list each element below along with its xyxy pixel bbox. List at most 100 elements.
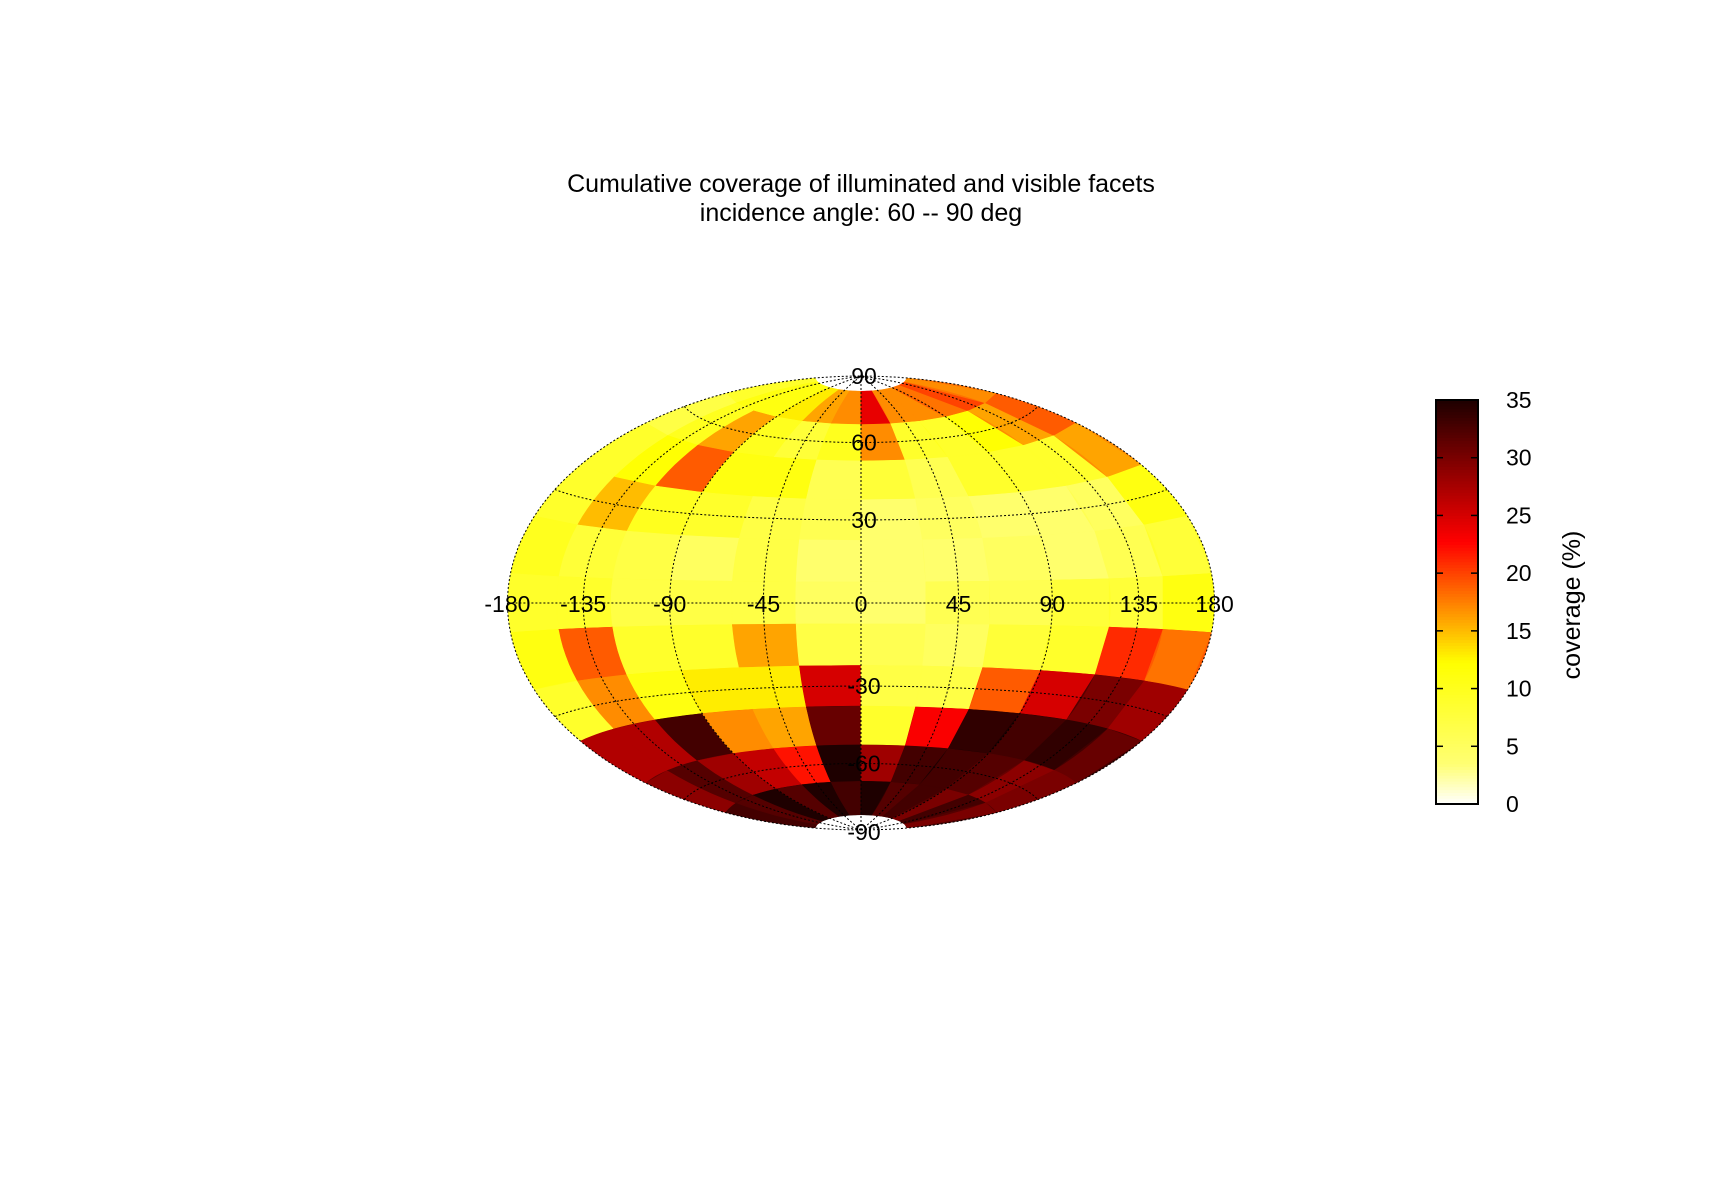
colorbar-swatch bbox=[1436, 679, 1478, 684]
parallel-line bbox=[554, 489, 1168, 521]
colorbar-swatch bbox=[1436, 431, 1478, 436]
colorbar-swatch bbox=[1436, 596, 1478, 600]
colorbar-swatch bbox=[1436, 763, 1478, 768]
colorbar-swatch bbox=[1436, 651, 1478, 655]
colorbar-swatch bbox=[1436, 772, 1478, 776]
colorbar-swatch bbox=[1436, 515, 1478, 519]
colorbar-swatch bbox=[1436, 648, 1478, 652]
colorbar-swatch bbox=[1436, 720, 1478, 724]
colorbar-swatch bbox=[1436, 625, 1478, 629]
colorbar-tick-label: 30 bbox=[1506, 445, 1532, 471]
colorbar-swatch bbox=[1436, 555, 1478, 560]
colorbar-swatch bbox=[1436, 760, 1478, 765]
colorbar-swatch bbox=[1436, 503, 1478, 508]
colorbar-swatch bbox=[1436, 446, 1478, 450]
colorbar-swatch bbox=[1436, 408, 1478, 413]
colorbar-ramp bbox=[1436, 400, 1478, 805]
colorbar-swatch bbox=[1436, 694, 1478, 698]
colorbar-swatch bbox=[1436, 475, 1478, 479]
colorbar-tick-label: 25 bbox=[1506, 502, 1532, 528]
colorbar-swatch bbox=[1436, 775, 1478, 779]
map-cell bbox=[871, 781, 921, 817]
colorbar-swatch bbox=[1436, 734, 1478, 739]
colorbar-swatch bbox=[1436, 472, 1478, 476]
colorbar-swatch bbox=[1436, 740, 1478, 744]
colorbar-swatch bbox=[1436, 665, 1478, 669]
colorbar-swatch bbox=[1436, 495, 1478, 499]
colorbar-swatch bbox=[1436, 671, 1478, 675]
colorbar-swatch bbox=[1436, 616, 1478, 620]
lon-tick-label: -45 bbox=[747, 591, 780, 617]
colorbar-tick-label: 10 bbox=[1506, 676, 1532, 702]
colorbar-swatch bbox=[1436, 417, 1478, 421]
colorbar-swatch bbox=[1436, 607, 1478, 612]
colorbar-swatch bbox=[1436, 677, 1478, 681]
colorbar-swatch bbox=[1436, 564, 1478, 568]
colorbar-swatch bbox=[1436, 674, 1478, 678]
colorbar-swatch bbox=[1436, 538, 1478, 542]
colorbar-swatch bbox=[1436, 604, 1478, 609]
colorbar-swatch bbox=[1436, 619, 1478, 623]
parallel-line bbox=[554, 685, 1168, 717]
colorbar-swatch bbox=[1436, 423, 1478, 427]
colorbar-swatch bbox=[1436, 728, 1478, 733]
map-cell bbox=[904, 802, 997, 829]
map-cell bbox=[898, 794, 987, 825]
colorbar-swatch bbox=[1436, 610, 1478, 615]
colorbar-tick-label: 0 bbox=[1506, 791, 1519, 817]
colorbar-swatch bbox=[1436, 602, 1478, 606]
colorbar-swatch bbox=[1436, 746, 1478, 750]
colorbar-swatch bbox=[1436, 723, 1478, 727]
lat-tick-label: 60 bbox=[851, 430, 877, 456]
map-cell bbox=[670, 535, 740, 582]
colorbar-swatch bbox=[1436, 737, 1478, 742]
lat-tick-label: 90 bbox=[851, 363, 877, 389]
map-labels: -180 -135 -90 -45 0 45 90 135 180 90 60 30 -30 -60 -90 bbox=[484, 363, 1233, 845]
colorbar-swatch bbox=[1436, 541, 1478, 545]
meridian-line bbox=[763, 375, 862, 831]
colorbar-label: coverage (%) bbox=[1558, 531, 1586, 680]
colorbar-swatch bbox=[1436, 501, 1478, 505]
map-cell bbox=[922, 537, 990, 583]
colorbar-swatch bbox=[1436, 451, 1478, 456]
colorbar-swatch bbox=[1436, 613, 1478, 618]
colorbar-swatch bbox=[1436, 492, 1478, 496]
colorbar-swatch bbox=[1436, 561, 1478, 566]
colorbar-swatch bbox=[1436, 466, 1478, 470]
map-cell bbox=[801, 781, 851, 817]
colorbar-swatch bbox=[1436, 682, 1478, 687]
colorbar-swatch bbox=[1436, 405, 1478, 410]
colorbar-swatch bbox=[1436, 752, 1478, 756]
colorbar-swatch bbox=[1436, 547, 1478, 551]
map-cell bbox=[882, 784, 947, 819]
colorbar-swatch bbox=[1436, 477, 1478, 482]
map-cell bbox=[982, 624, 1052, 671]
map-cell bbox=[860, 623, 927, 667]
colorbar-swatch bbox=[1436, 460, 1478, 465]
colorbar-swatch bbox=[1436, 526, 1478, 531]
colorbar-swatch bbox=[1436, 581, 1478, 586]
parallel-line bbox=[683, 763, 1039, 800]
colorbar-swatch bbox=[1436, 483, 1478, 488]
colorbar-swatch bbox=[1436, 726, 1478, 730]
colorbar-swatch bbox=[1436, 529, 1478, 534]
colorbar-swatch bbox=[1436, 550, 1478, 554]
colorbar-swatch bbox=[1436, 512, 1478, 517]
colorbar-swatch bbox=[1436, 558, 1478, 563]
colorbar-swatch bbox=[1436, 535, 1478, 540]
chart-title: Cumulative coverage of illuminated and v… bbox=[567, 170, 1155, 198]
colorbar-swatch bbox=[1436, 642, 1478, 646]
colorbar-swatch bbox=[1436, 532, 1478, 537]
colorbar-swatch bbox=[1436, 766, 1478, 770]
colorbar-swatch bbox=[1436, 498, 1478, 502]
colorbar-swatch bbox=[1436, 544, 1478, 548]
colorbar-tick-label: 15 bbox=[1506, 618, 1532, 644]
colorbar-swatch bbox=[1436, 573, 1478, 577]
colorbar-swatch bbox=[1436, 420, 1478, 424]
lat-tick-label: -60 bbox=[847, 751, 880, 777]
lon-tick-label: -90 bbox=[653, 591, 686, 617]
colorbar-swatch bbox=[1436, 717, 1478, 721]
map-cell bbox=[732, 537, 800, 583]
colorbar-swatch bbox=[1436, 449, 1478, 453]
